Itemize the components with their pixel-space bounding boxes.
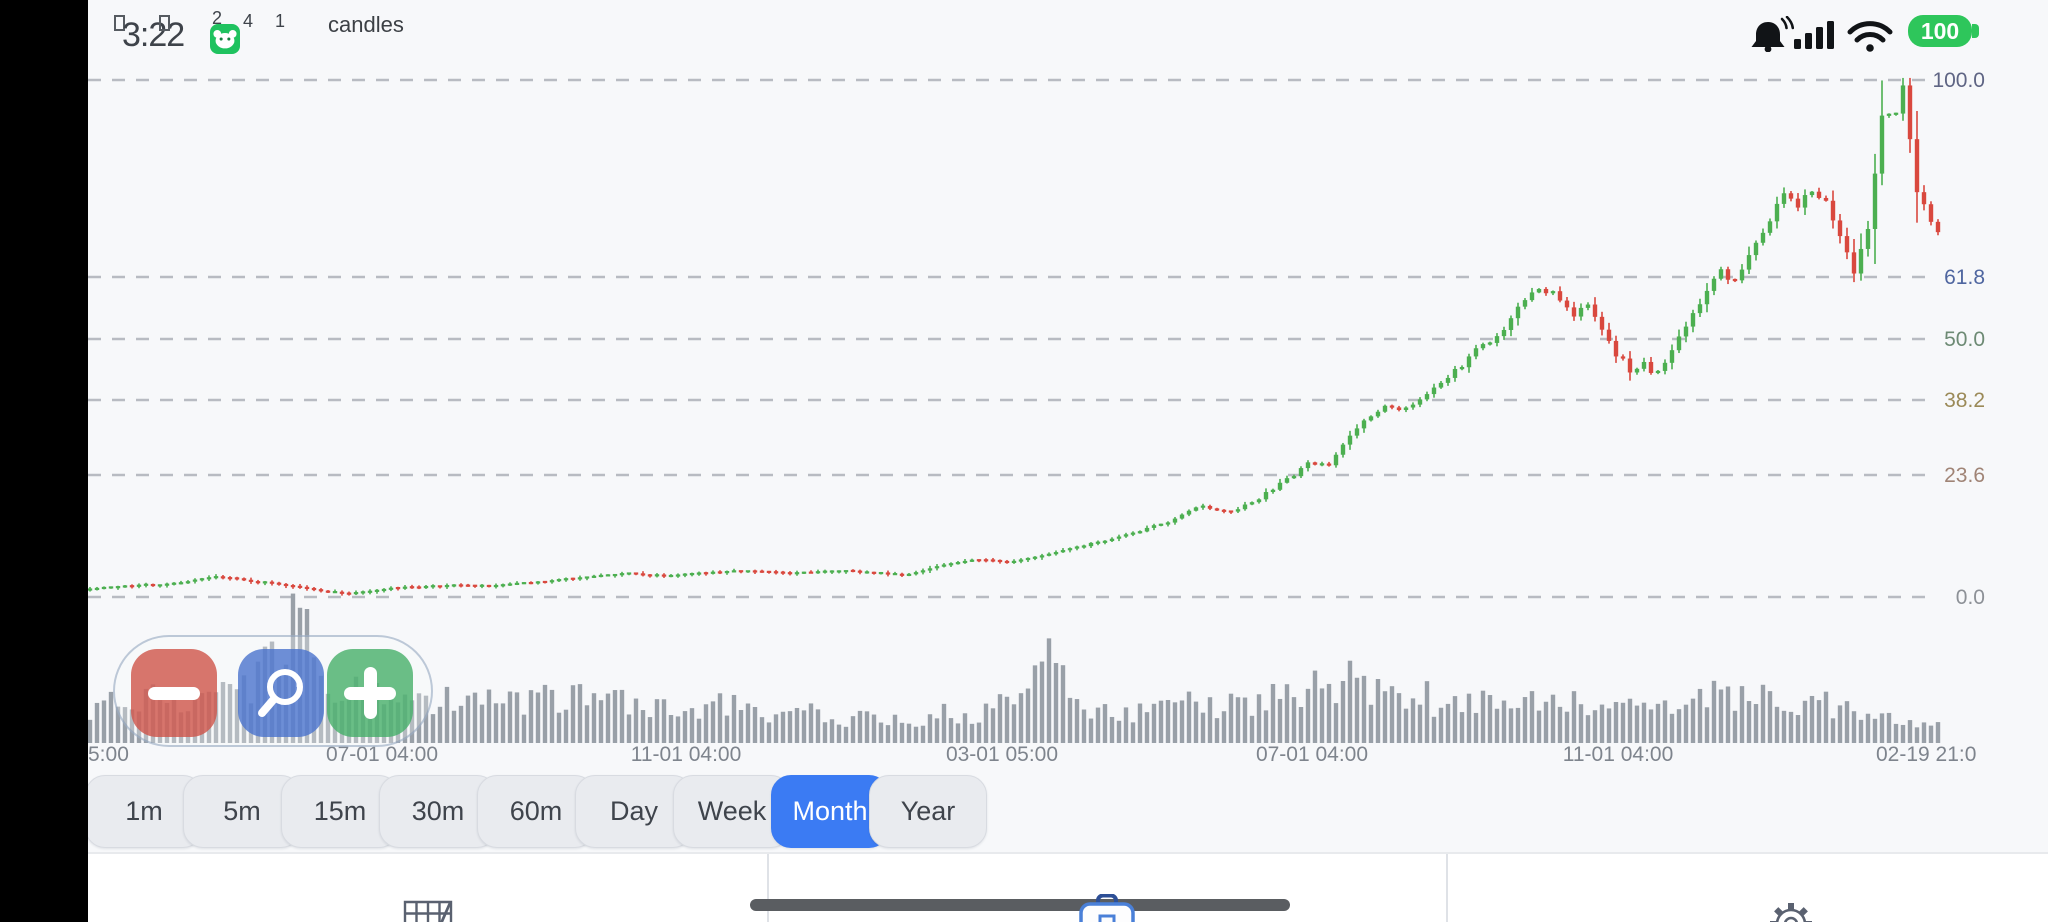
svg-text:0.0: 0.0 — [1956, 586, 1985, 609]
nav-divider — [767, 854, 769, 922]
svg-text:61.8: 61.8 — [1944, 266, 1985, 289]
svg-text:03-01 05:00: 03-01 05:00 — [946, 743, 1058, 766]
bull-face-icon — [213, 30, 237, 49]
magnifier-button[interactable] — [238, 649, 324, 737]
nav-divider — [1446, 854, 1448, 922]
timeframe-bar: 1m 5m 15m 30m 60m Day Week Month Year — [85, 775, 987, 848]
svg-text:02-19 21:0: 02-19 21:0 — [1876, 743, 1976, 766]
svg-text:5:00: 5:00 — [88, 743, 129, 766]
y-axis-labels: 100.0 61.8 50.0 38.2 23.6 0.0 — [1932, 69, 1985, 609]
status-time: 3:22 — [122, 16, 185, 54]
tab-year[interactable]: Year — [869, 775, 987, 848]
battery-percent: 100 — [1920, 17, 1960, 44]
letterbox-left — [0, 0, 88, 922]
zoom-in-button[interactable] — [327, 649, 413, 737]
x-axis-labels: 5:00 07-01 04:00 11-01 04:00 03-01 05:00 07-… — [88, 743, 1976, 766]
badge-count: 4 — [243, 11, 254, 31]
missing-glyph-box — [159, 15, 170, 31]
svg-text:50.0: 50.0 — [1944, 328, 1985, 351]
zoom-out-button[interactable] — [131, 649, 217, 737]
magnifier-icon — [258, 669, 303, 717]
badge-count: 1 — [275, 11, 286, 31]
chart-grid-icon[interactable] — [402, 899, 454, 922]
svg-text:11-01 04:00: 11-01 04:00 — [1563, 743, 1674, 766]
svg-text:38.2: 38.2 — [1944, 389, 1985, 412]
svg-text:11-01 04:00: 11-01 04:00 — [631, 743, 742, 766]
battery-nub — [1972, 24, 1979, 38]
tab-day[interactable]: Day — [575, 775, 693, 848]
minus-icon — [148, 687, 200, 700]
svg-text:23.6: 23.6 — [1944, 464, 1985, 487]
candles-layer — [87, 77, 1941, 596]
missing-glyph-box — [114, 15, 125, 31]
svg-text:07-01 04:00: 07-01 04:00 — [1256, 743, 1368, 766]
wifi-icon — [1847, 21, 1893, 52]
bottom-nav — [88, 852, 2048, 922]
plus-icon — [364, 667, 377, 719]
badge-count: 2 — [212, 8, 223, 28]
fibonacci-gridlines — [88, 78, 1930, 599]
battery-indicator: 100 — [1908, 15, 1972, 47]
moomoo-app-icon — [210, 24, 240, 54]
notification-bell-icon — [1751, 16, 1794, 52]
svg-text:07-01 04:00: 07-01 04:00 — [326, 743, 438, 766]
cellular-signal-icon — [1794, 21, 1834, 49]
portfolio-briefcase-icon[interactable] — [1078, 894, 1136, 922]
settings-gear-icon[interactable] — [1764, 897, 1818, 922]
page-title: candles — [328, 12, 404, 37]
svg-text:100.0: 100.0 — [1932, 69, 1985, 92]
gesture-bar[interactable] — [750, 899, 1290, 911]
